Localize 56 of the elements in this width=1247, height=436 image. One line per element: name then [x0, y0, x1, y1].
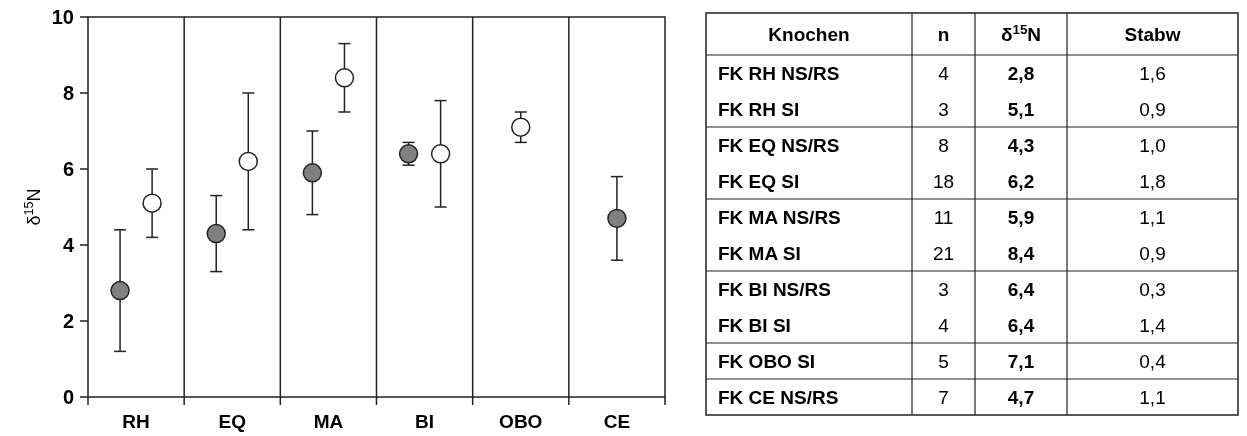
text: 5,9: [1007, 206, 1035, 228]
text: 8,4: [1007, 242, 1035, 264]
text: 0,9: [1139, 98, 1166, 120]
text: 18: [932, 170, 955, 192]
text: n: [937, 23, 950, 45]
x-tick-label: MA: [313, 411, 344, 432]
text: 5,1: [1007, 98, 1035, 120]
text: 8: [938, 134, 949, 156]
text: 21: [932, 242, 955, 264]
text: FK RH SI: [718, 98, 800, 120]
text: 6,2: [1007, 170, 1035, 192]
text: FK OBO SI: [718, 350, 816, 372]
y-tick-label: 10: [51, 6, 74, 28]
text: δ$^{15}$N: [1000, 21, 1042, 45]
y-tick-label: 6: [62, 158, 74, 180]
text: 1,6: [1139, 62, 1166, 84]
text: 4: [938, 314, 950, 336]
y-tick-label: 0: [62, 386, 74, 408]
text: 5: [938, 350, 949, 372]
text: 3: [938, 278, 949, 300]
text: FK EQ NS/RS: [718, 134, 840, 156]
text: FK BI NS/RS: [718, 278, 831, 300]
text: 6,4: [1007, 278, 1035, 300]
text: FK MA NS/RS: [718, 206, 841, 228]
x-tick-label: BI: [415, 411, 435, 432]
text: 1,8: [1139, 170, 1166, 192]
text: 7,1: [1007, 350, 1035, 372]
text: 11: [933, 206, 954, 228]
x-tick-label: EQ: [218, 411, 246, 432]
text: 0,4: [1139, 350, 1167, 372]
y-tick-label: 4: [62, 234, 75, 256]
text: 3: [938, 98, 949, 120]
text: 1,1: [1139, 386, 1166, 408]
text: FK CE NS/RS: [718, 386, 839, 408]
x-tick-label: RH: [122, 411, 150, 432]
text: 1,0: [1139, 134, 1166, 156]
text: 0,9: [1139, 242, 1166, 264]
text: 4,7: [1007, 386, 1035, 408]
text: FK EQ SI: [718, 170, 800, 192]
x-tick-label: OBO: [499, 411, 543, 432]
text: 1,4: [1139, 314, 1167, 336]
text: FK RH NS/RS: [718, 62, 840, 84]
text: 4,3: [1007, 134, 1035, 156]
text: FK MA SI: [718, 242, 801, 264]
text: 2,8: [1007, 62, 1035, 84]
text: 4: [938, 62, 950, 84]
text: 0,3: [1139, 278, 1166, 300]
text: Knochen: [768, 23, 850, 45]
y-tick-label: 8: [62, 82, 74, 104]
text: 1,1: [1139, 206, 1166, 228]
text: Stabw: [1124, 23, 1181, 45]
y-tick-label: 2: [62, 310, 74, 332]
text: 6,4: [1007, 314, 1035, 336]
text: FK BI SI: [718, 314, 791, 336]
text: 7: [938, 386, 949, 408]
x-tick-label: CE: [603, 411, 631, 432]
